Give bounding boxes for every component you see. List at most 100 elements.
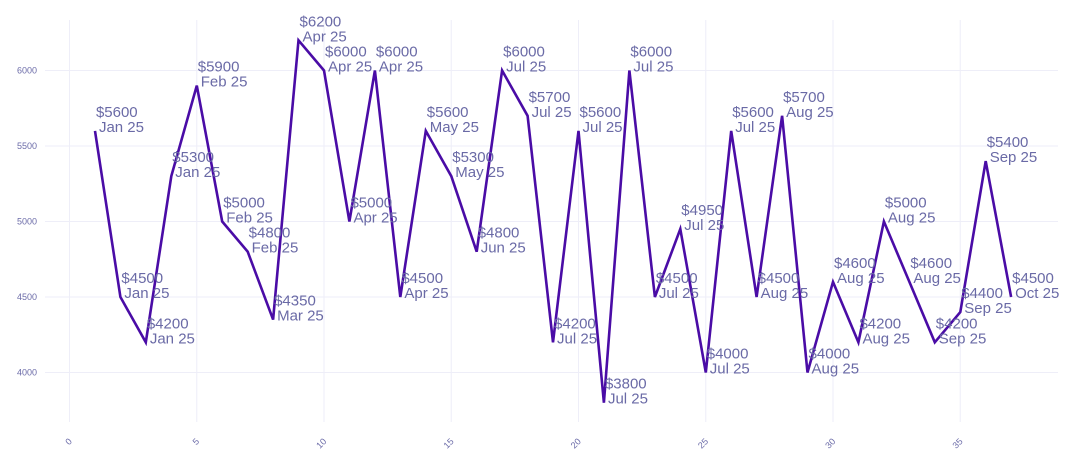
y-tick-label: 4000	[17, 368, 37, 378]
data-label-date: Sep 25	[939, 330, 987, 347]
data-label-date: Apr 25	[353, 210, 397, 227]
data-label-value: $5700	[783, 89, 825, 106]
data-label-value: $4200	[147, 315, 189, 332]
data-label-value: $4500	[121, 270, 163, 287]
data-label-date: Aug 25	[888, 210, 936, 227]
data-label-value: $5300	[172, 149, 214, 166]
data-label: $4200 Jul 25	[554, 315, 597, 347]
data-label: $4000 Aug 25	[809, 346, 860, 378]
data-label-value: $5600	[732, 104, 774, 121]
data-label: $4200 Sep 25	[936, 315, 987, 347]
data-label: $5600 Jul 25	[580, 104, 623, 136]
x-tick-label: 15	[442, 436, 456, 450]
data-label: $5700 Jul 25	[529, 89, 572, 121]
data-label-date: Sep 25	[964, 300, 1012, 317]
data-label-date: Feb 25	[226, 210, 273, 227]
data-label: $6000 Jul 25	[630, 44, 673, 76]
data-label-date: Jul 25	[583, 119, 623, 136]
data-label: $5000 Feb 25	[223, 195, 273, 227]
data-label: $3800 Jul 25	[605, 376, 648, 408]
data-label-value: $5700	[529, 89, 571, 106]
data-label-value: $3800	[605, 376, 647, 393]
data-label: $5600 May 25	[427, 104, 479, 136]
y-tick-label: 5500	[17, 141, 37, 151]
data-label: $6000 Apr 25	[376, 44, 423, 76]
data-label-value: $4200	[859, 315, 901, 332]
data-label-value: $4500	[1012, 270, 1054, 287]
data-label-date: Jul 25	[608, 391, 648, 408]
data-label-value: $4400	[961, 285, 1003, 302]
data-label-date: Jul 25	[633, 59, 673, 76]
data-label: $5000 Aug 25	[885, 195, 936, 227]
data-label-date: Aug 25	[862, 330, 910, 347]
data-label-value: $4800	[478, 225, 520, 242]
y-tick-label: 4500	[17, 292, 37, 302]
data-label: $4600 Aug 25	[910, 255, 961, 287]
data-label-date: Jan 25	[175, 164, 220, 181]
data-label-value: $5900	[198, 59, 240, 76]
x-tick-label: 5	[191, 436, 202, 447]
data-label-value: $5300	[452, 149, 494, 166]
data-label: $5300 May 25	[452, 149, 504, 181]
data-label-value: $5600	[580, 104, 622, 121]
data-label-value: $5000	[350, 195, 392, 212]
data-label: $6200 Apr 25	[300, 13, 347, 45]
data-label: $4000 Jul 25	[707, 346, 750, 378]
y-axis-ticks: 4000 4500 5000 5500 6000	[17, 66, 37, 378]
data-label: $4500 Apr 25	[401, 270, 448, 302]
data-label-value: $5000	[885, 195, 927, 212]
data-label-value: $4500	[401, 270, 443, 287]
data-label-date: Aug 25	[786, 104, 834, 121]
data-label: $4800 Jun 25	[478, 225, 526, 257]
data-label-date: Aug 25	[761, 285, 809, 302]
data-label-value: $4800	[249, 225, 291, 242]
gridlines	[45, 20, 1058, 422]
data-label-date: Jul 25	[532, 104, 572, 121]
data-label-value: $4000	[809, 346, 851, 363]
data-label-date: Apr 25	[328, 59, 372, 76]
x-tick-label: 10	[314, 436, 328, 450]
data-label-value: $4950	[681, 202, 723, 219]
data-label-value: $6000	[376, 44, 418, 61]
data-label-value: $4500	[656, 270, 698, 287]
data-label-value: $6000	[325, 44, 367, 61]
data-label-date: Jul 25	[557, 330, 597, 347]
x-axis-ticks: 0 5 10 15 20 25 30 35	[63, 436, 964, 450]
data-label: $4500 Oct 25	[1012, 270, 1059, 302]
data-label-value: $4500	[758, 270, 800, 287]
data-label-date: Mar 25	[277, 308, 324, 325]
data-label-value: $4600	[910, 255, 952, 272]
data-label: $5700 Aug 25	[783, 89, 834, 121]
data-label-date: Aug 25	[837, 270, 885, 287]
data-label-value: $5600	[96, 104, 138, 121]
data-label-date: Jul 25	[735, 119, 775, 136]
data-label-date: Jun 25	[481, 240, 526, 257]
data-label: $4500 Jan 25	[121, 270, 169, 302]
data-label-date: Sep 25	[990, 149, 1038, 166]
data-label-value: $4200	[936, 315, 978, 332]
data-label-date: Jul 25	[506, 59, 546, 76]
data-label-value: $5400	[987, 134, 1029, 151]
data-label: $5900 Feb 25	[198, 59, 248, 91]
data-label-date: Feb 25	[201, 74, 248, 91]
data-label: $4350 Mar 25	[274, 293, 324, 325]
data-labels: $5600 Jan 25 $4500 Jan 25 $4200 Jan 25 $5300 Ja…	[94, 13, 1059, 408]
data-label-value: $4000	[707, 346, 749, 363]
data-label: $5400 Sep 25	[987, 134, 1038, 166]
data-label: $4500 Jul 25	[656, 270, 699, 302]
data-label-value: $6000	[503, 44, 545, 61]
data-label-date: May 25	[430, 119, 479, 136]
data-label-date: Oct 25	[1015, 285, 1059, 302]
data-label-date: Feb 25	[252, 240, 299, 257]
data-label: $4200 Jan 25	[147, 315, 195, 347]
data-label: $4800 Feb 25	[249, 225, 299, 257]
data-label: $5300 Jan 25	[172, 149, 220, 181]
data-label: $4950 Jul 25	[681, 202, 724, 234]
data-label-date: Jul 25	[659, 285, 699, 302]
data-label-value: $4350	[274, 293, 316, 310]
data-label-value: $5000	[223, 195, 265, 212]
data-label: $6000 Apr 25	[325, 44, 372, 76]
x-tick-label: 20	[569, 436, 583, 450]
data-label-date: Jul 25	[710, 361, 750, 378]
